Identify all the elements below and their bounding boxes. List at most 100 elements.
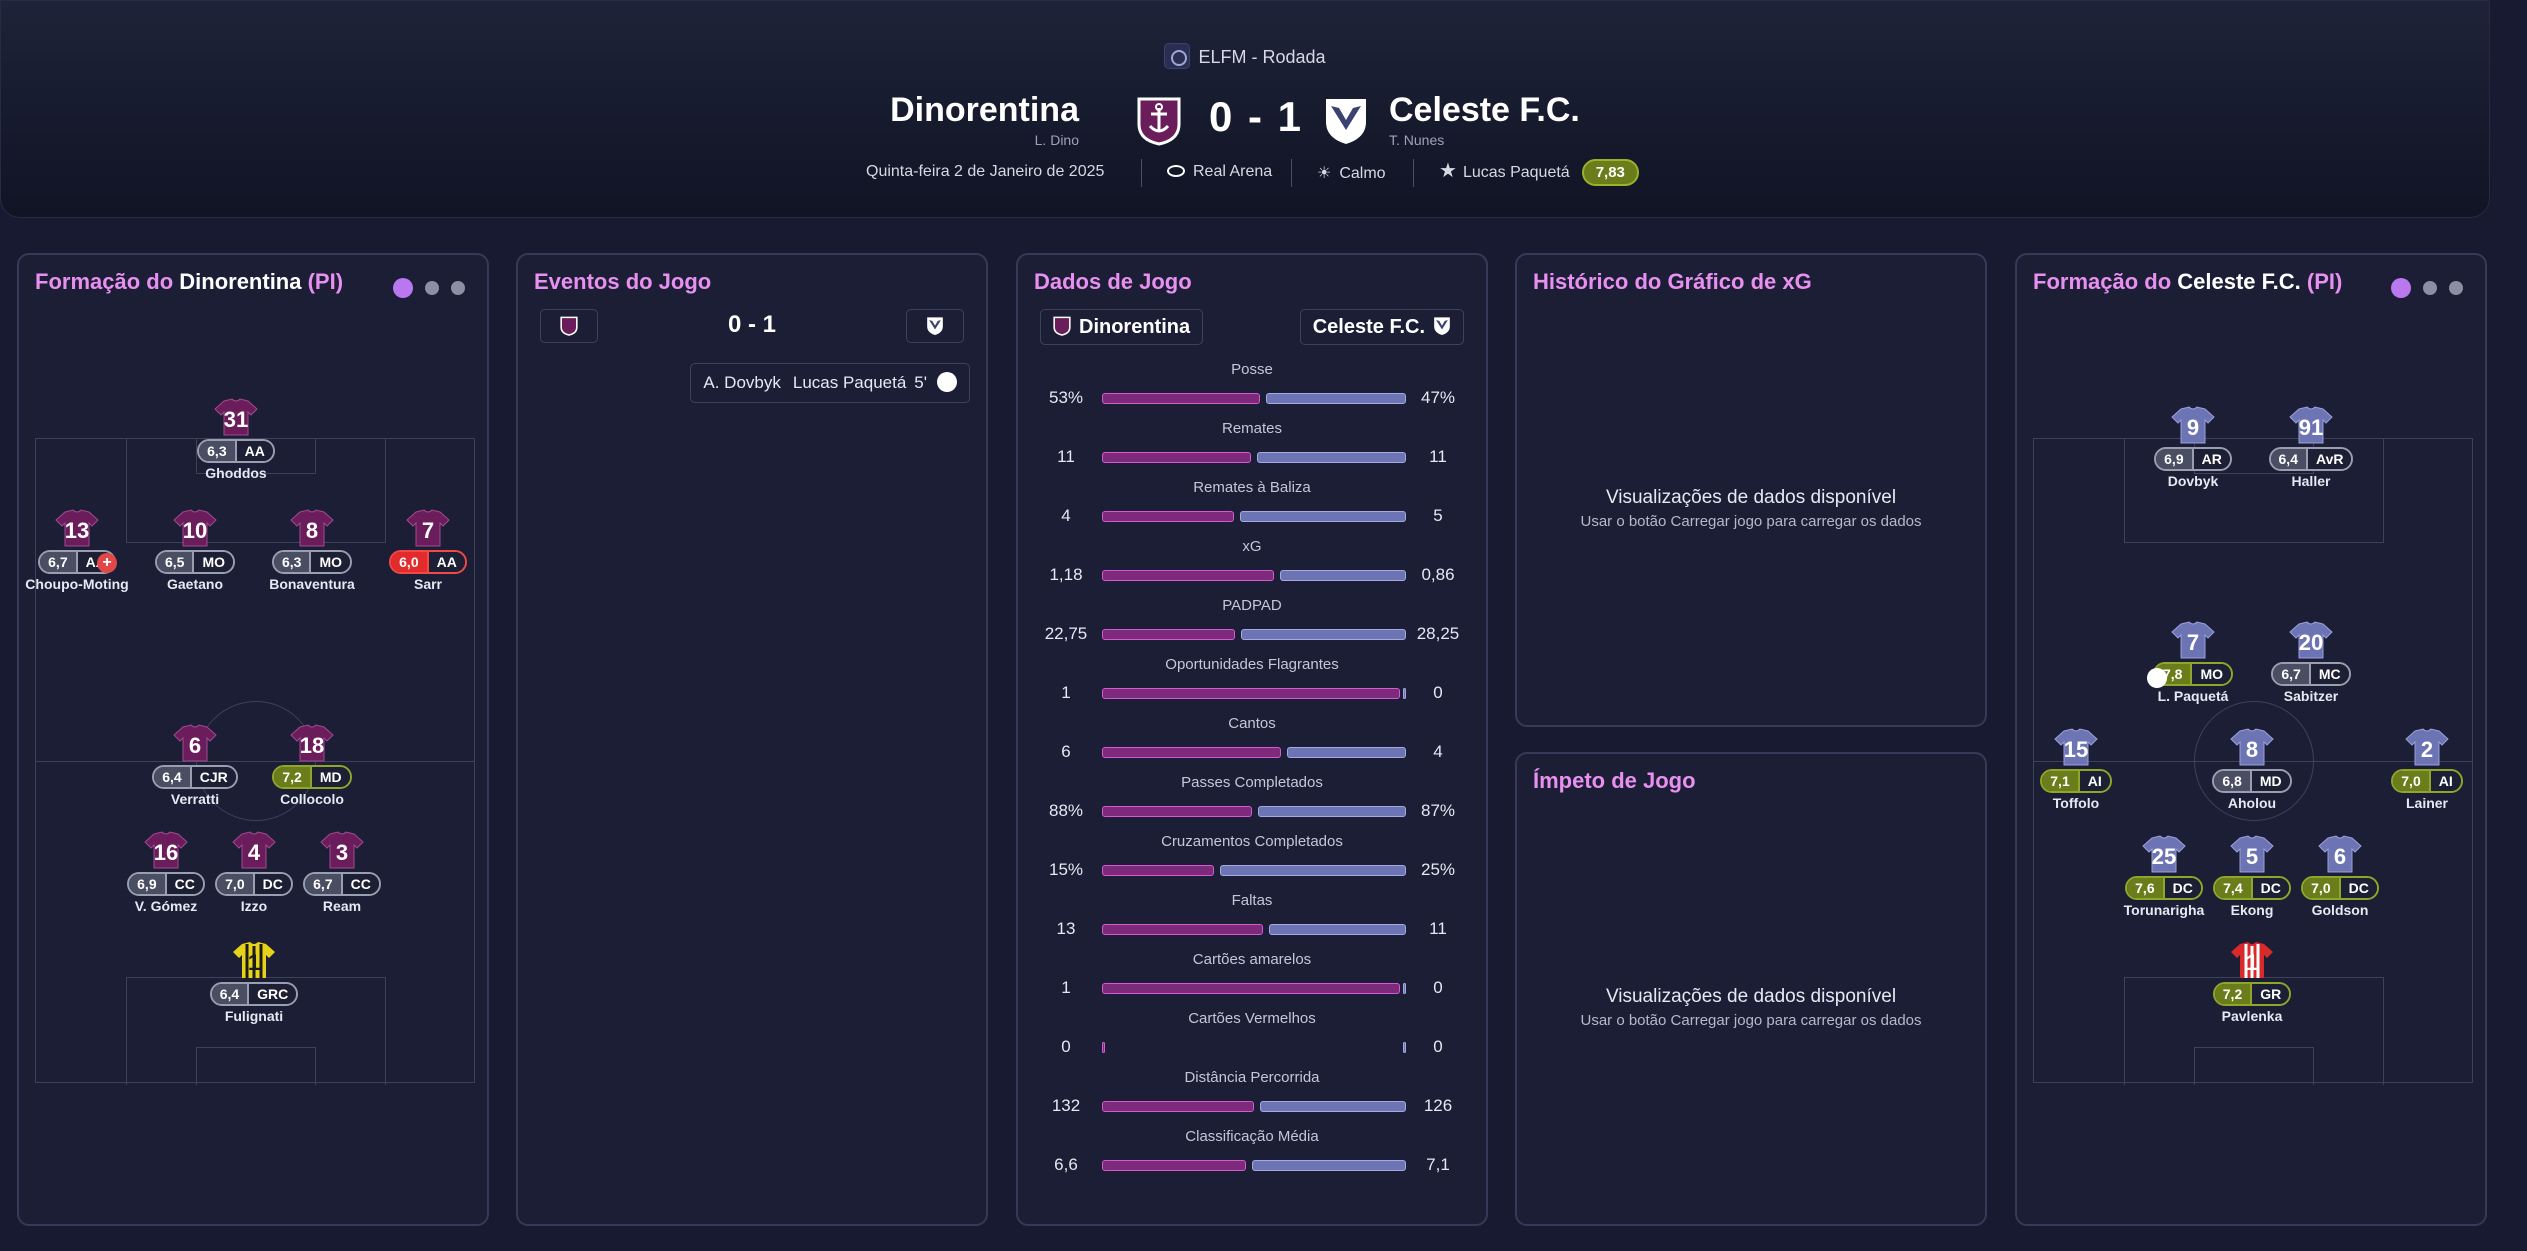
- player-marker[interactable]: 7 7,8 MO L. Paquetá: [2133, 620, 2253, 704]
- view-dot-1[interactable]: [393, 278, 413, 298]
- home-team-name[interactable]: Dinorentina: [890, 91, 1079, 129]
- goal-event-row[interactable]: A. Dovbyk Lucas Paquetá 5': [690, 363, 970, 403]
- player-rating: 7,0: [217, 874, 253, 894]
- player-name: Haller: [2291, 473, 2331, 489]
- home-team-badge[interactable]: [1136, 96, 1182, 146]
- player-position: GRC: [247, 984, 297, 1004]
- player-rating: 6,8: [2214, 771, 2250, 791]
- player-of-match-rating: 7,83: [1581, 159, 1639, 186]
- player-marker[interactable]: 3 6,7 CC Ream: [282, 830, 402, 914]
- away-crest-icon: [1434, 317, 1450, 335]
- view-dot-2[interactable]: [425, 281, 439, 295]
- view-dot-2[interactable]: [2423, 281, 2437, 295]
- stat-away-bar: [1257, 452, 1406, 463]
- player-marker[interactable]: 16 6,9 CC V. Gómez: [106, 830, 226, 914]
- player-marker[interactable]: 9 6,9 AR Dovbyk: [2133, 405, 2253, 489]
- stat-home-bar: [1102, 806, 1252, 817]
- stats-home-team[interactable]: Dinorentina: [1040, 309, 1204, 345]
- home-coach-name[interactable]: L. Dino: [1034, 132, 1079, 148]
- stat-away-bar: [1269, 924, 1406, 935]
- shirt-icon: 4: [232, 830, 276, 870]
- player-marker[interactable]: 13 6,7 AA Choupo-Moting: [17, 508, 137, 592]
- shirt-number: 15: [2063, 737, 2089, 762]
- player-name: Pavlenka: [2221, 1008, 2283, 1024]
- player-rating-badge: 6,9 AR: [2154, 447, 2232, 471]
- stats-away-team[interactable]: Celeste F.C.: [1299, 309, 1464, 345]
- stat-home-value: 1: [1061, 683, 1071, 702]
- shirt-icon: 1: [232, 940, 276, 980]
- player-marker[interactable]: 91 6,4 AvR Haller: [2251, 405, 2371, 489]
- goal-box-bottom: [196, 1047, 316, 1085]
- view-dot-3[interactable]: [2449, 281, 2463, 295]
- player-name: Goldson: [2311, 902, 2369, 918]
- player-rating: 6,4: [2270, 449, 2306, 469]
- player-marker[interactable]: 10 6,5 MO Gaetano: [135, 508, 255, 592]
- away-lineup-title: Formação do Celeste F.C. (PI): [2033, 269, 2343, 294]
- stat-away-value: 25%: [1420, 860, 1456, 879]
- player-marker[interactable]: 31 6,3 AA Ghoddos: [176, 397, 296, 481]
- player-position: AI: [2077, 771, 2110, 791]
- events-score: 0 - 1: [727, 311, 777, 338]
- player-marker[interactable]: 15 7,1 AI Toffolo: [2016, 727, 2136, 811]
- player-name: Dovbyk: [2167, 473, 2219, 489]
- away-team-name[interactable]: Celeste F.C.: [1389, 91, 1580, 129]
- away-coach-name[interactable]: T. Nunes: [1389, 132, 1445, 148]
- player-rating: 7,2: [2214, 984, 2251, 1004]
- player-rating-badge: 6,4 GRC: [209, 982, 299, 1006]
- player-marker[interactable]: 1 6,4 GRC Fulignati: [194, 940, 314, 1024]
- player-position: MO: [2190, 664, 2232, 684]
- player-marker[interactable]: 4 7,0 DC Izzo: [194, 830, 314, 914]
- player-rating-badge: 6,3 AA: [197, 439, 275, 463]
- player-name: Ream: [322, 898, 362, 914]
- player-marker[interactable]: 2 7,0 AI Lainer: [2367, 727, 2487, 811]
- shirt-number: 6: [2333, 844, 2347, 869]
- player-marker[interactable]: 25 7,6 DC Torunarigha: [2104, 834, 2224, 918]
- player-of-match-name: Lucas Paquetá: [1462, 164, 1570, 181]
- player-marker[interactable]: 8 6,8 MD Aholou: [2192, 727, 2312, 811]
- shirt-number: 25: [2151, 844, 2177, 869]
- player-position: AA: [234, 441, 273, 461]
- stat-home-bar: [1102, 570, 1275, 581]
- shirt-number: 10: [182, 518, 208, 543]
- player-rating-badge: 6,7 CC: [303, 872, 381, 896]
- home-crest-icon: [1053, 316, 1071, 336]
- competition-label[interactable]: ELFM - Rodada: [1, 43, 2489, 71]
- shirt-icon: 7: [406, 508, 450, 548]
- player-marker[interactable]: 6 6,4 CJR Verratti: [135, 723, 255, 807]
- stat-home-value: 6,6: [1054, 1155, 1078, 1174]
- player-position: DC: [2250, 878, 2289, 898]
- player-name: Ekong: [2230, 902, 2274, 918]
- shirt-icon: 91: [2289, 405, 2333, 445]
- momentum-empty-title: Visualizações de dados disponível: [1605, 986, 1897, 1007]
- shirt-icon: 8: [2230, 727, 2274, 767]
- stadium-info[interactable]: Real Arena: [1167, 163, 1272, 181]
- player-marker[interactable]: 1 7,2 GR Pavlenka: [2192, 940, 2312, 1024]
- player-name: Aholou: [2227, 795, 2277, 811]
- player-name: Collocolo: [280, 791, 344, 807]
- view-dot-1[interactable]: [2391, 278, 2411, 298]
- player-name: Sarr: [413, 576, 443, 592]
- shirt-icon: 25: [2142, 834, 2186, 874]
- player-marker[interactable]: 20 6,7 MC Sabitzer: [2251, 620, 2371, 704]
- player-marker[interactable]: 7 6,0 AA Sarr: [368, 508, 488, 592]
- lineup-view-selector: [381, 275, 465, 300]
- player-rating: 6,3: [273, 552, 310, 572]
- stat-away-value: 11: [1429, 919, 1447, 938]
- xg-history-title: Histórico do Gráfico de xG: [1533, 269, 1812, 294]
- player-marker[interactable]: 18 7,2 MD Collocolo: [252, 723, 372, 807]
- player-of-match[interactable]: ★ Lucas Paquetá 7,83: [1439, 158, 1639, 186]
- player-position: MO: [192, 552, 234, 572]
- player-position: MO: [309, 552, 351, 572]
- player-marker[interactable]: 6 7,0 DC Goldson: [2280, 834, 2400, 918]
- player-name: Verratti: [170, 791, 220, 807]
- stat-away-value: 7,1: [1426, 1155, 1450, 1174]
- events-title: Eventos do Jogo: [534, 269, 712, 294]
- away-team-badge[interactable]: [1323, 96, 1369, 146]
- view-dot-3[interactable]: [451, 281, 465, 295]
- stat-away-value: 11: [1429, 447, 1447, 466]
- match-score: 0 - 1: [1208, 93, 1304, 140]
- stat-home-bar: [1102, 865, 1214, 876]
- player-marker[interactable]: 5 7,4 DC Ekong: [2192, 834, 2312, 918]
- player-marker[interactable]: 8 6,3 MO Bonaventura: [252, 508, 372, 592]
- shirt-number: 5: [2245, 844, 2259, 869]
